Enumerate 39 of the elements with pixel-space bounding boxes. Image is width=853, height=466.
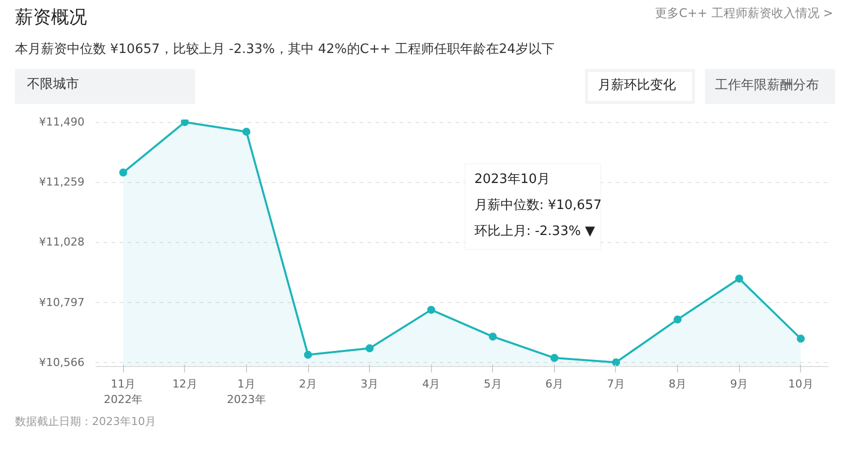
point — [735, 274, 744, 282]
text: 月薪环比变化 — [598, 77, 676, 96]
y-tick-label: ¥11,490 — [39, 115, 85, 128]
annotation: 2023年10月 — [474, 172, 550, 187]
annotation: 月薪中位数: ¥10,657 — [474, 198, 602, 213]
y-tick-label: ¥10,566 — [39, 356, 85, 369]
text: 更多C++ 工程师薪资收入情况 > — [655, 5, 834, 22]
point — [366, 344, 374, 352]
point — [612, 358, 620, 366]
point — [427, 306, 436, 314]
y-tick-label: ¥10,797 — [39, 296, 85, 309]
x-tick-label: 4月 — [422, 377, 440, 390]
point — [119, 168, 128, 176]
y-tick-label: ¥11,259 — [39, 175, 85, 188]
point — [550, 354, 558, 362]
x-tick-label: 3月 — [360, 377, 379, 390]
text: 数据截止日期：2023年10月 — [15, 414, 156, 430]
point — [304, 350, 312, 359]
x-tick-label: 7月 — [606, 377, 625, 390]
point — [674, 315, 682, 324]
point — [796, 334, 805, 342]
y-tick-label: ¥11,028 — [39, 236, 85, 249]
x-tick-label: 6月 — [545, 377, 564, 390]
text: 不限城市 — [27, 76, 79, 94]
x-tick-label: 2月 — [299, 377, 318, 390]
x-tick-label: 11月 2022年 — [104, 377, 143, 406]
text: 工作年限薪酬分布 — [715, 77, 819, 96]
point — [180, 119, 189, 126]
chart-subtitle: 本月薪资中位数 ¥10657，比较上月 -2.33%，其中 42%的C++ 工程师任职年龄在24岁以下 — [15, 40, 554, 59]
annotation: 环比上月: -2.33% ▼ — [474, 224, 595, 239]
chart-title: 薪资概况 — [15, 6, 87, 30]
x-tick-label: 5月 — [484, 377, 502, 390]
point — [488, 332, 497, 340]
x-tick-label: 12月 — [172, 377, 198, 390]
x-tick-label: 10月 — [788, 377, 814, 390]
x-tick-label: 9月 — [730, 377, 748, 390]
x-tick-label: 1月 2023年 — [226, 377, 266, 406]
x-tick-label: 8月 — [668, 377, 687, 390]
point — [242, 128, 250, 136]
